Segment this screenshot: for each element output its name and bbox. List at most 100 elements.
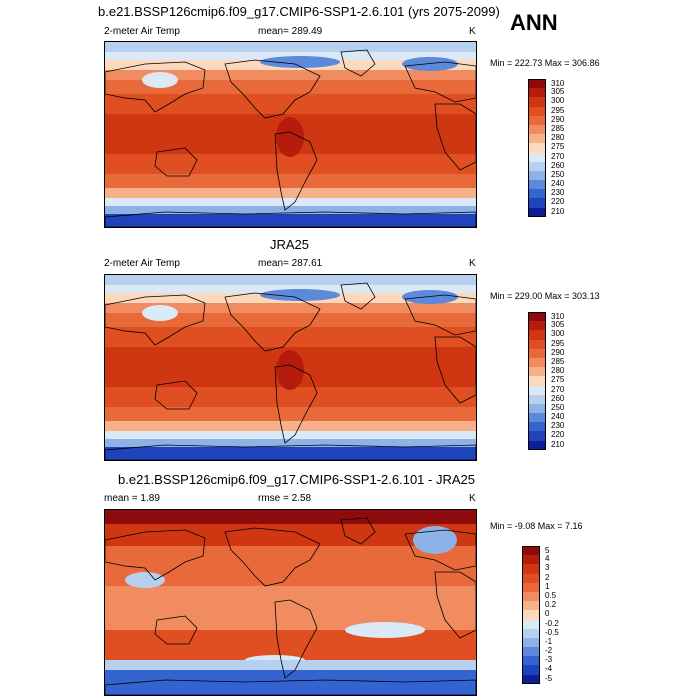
temperature-band [105,198,476,206]
colorbar-swatch: 1 [522,582,549,592]
coastline [154,147,198,177]
colorbar-label: 310 [551,312,565,321]
colorbar-swatch: 250 [528,170,564,181]
colorbar-label: 210 [551,439,565,449]
colorbar-swatch: 295 [528,106,564,116]
panel-1-minmax: Min = 222.73 Max = 306.86 [490,58,600,68]
season-label: ANN [510,10,558,35]
coastline [105,294,206,346]
colorbar-swatch: 210 [528,440,564,450]
colorbar-label: -1 [545,636,553,646]
panel-3-map-field [105,510,476,695]
panel-3-colorbar: 5 4 3 2 1 0.5 0.2 0 -0.2 -0.5 -1 -2 -3 -4 -5 [522,546,559,684]
coastline [404,529,476,571]
temperature-band [105,431,476,439]
colorbar-label: 300 [551,96,565,106]
colorbar-label: 5 [545,546,550,555]
temperature-band [105,275,476,285]
coastline [105,61,206,113]
colorbar-swatch: 310 [528,312,564,322]
negative-anomaly [125,572,165,588]
panel-2-left-label: 2-meter Air Temp [104,258,180,269]
coastline [274,131,318,211]
colorbar-swatch: -4 [522,665,552,675]
colorbar-swatch: 220 [528,431,564,441]
colorbar-swatch: 300 [528,97,564,107]
colorbar-swatch: 275 [528,143,564,153]
temperature-band [105,206,476,214]
colorbar-label: -0.5 [545,627,559,637]
negative-anomaly [345,622,425,638]
colorbar-swatch: -1 [522,637,552,648]
difference-band [105,510,476,524]
colorbar-swatch: 290 [528,348,564,358]
colorbar-label: -5 [545,673,553,683]
colorbar-label: 0.5 [545,590,557,600]
colorbar-swatch: 285 [528,124,564,135]
colorbar-swatch: 295 [528,339,564,349]
colorbar-label: 230 [551,421,565,431]
colorbar-swatch: 260 [528,394,564,404]
colorbar-swatch: 230 [528,422,564,432]
colorbar-label: 270 [551,384,565,394]
coastline [340,49,376,77]
colorbar-label: 240 [551,179,565,189]
temperature-band [105,188,476,198]
colorbar-swatch: 305 [528,88,564,98]
temperature-band [105,421,476,431]
colorbar-swatch: 0 [522,610,549,620]
coastline [224,527,321,587]
panel-2-map [104,274,477,461]
colorbar-swatch: 210 [528,207,564,217]
temperature-band [105,327,476,347]
panel-1-title: b.e21.BSSP126cmip6.f09_g17.CMIP6-SSP1-2.… [98,4,500,19]
colorbar-label: 220 [551,430,565,440]
colorbar-label: 295 [551,338,565,348]
colorbar-swatch: -2 [522,647,552,657]
colorbar-label: -0.2 [545,618,559,628]
panel-3-map [104,509,477,696]
panel-3-rmse-label: rmse = 2.58 [258,493,312,504]
coastline [224,59,321,119]
temperature-band [105,94,476,114]
coastline [434,571,476,639]
coastline [154,615,198,645]
temperature-band [105,214,476,227]
panel-1-map-field [105,42,476,227]
temperature-band [105,52,476,60]
colorbar-label: 290 [551,114,565,124]
colorbar-swatch: -0.5 [522,628,559,638]
colorbar-label: 250 [551,169,565,179]
cold-region [260,289,340,301]
colorbar-swatch: 305 [528,321,564,331]
colorbar-label: 230 [551,188,565,198]
colorbar-label: 305 [551,87,565,97]
colorbar-label: 300 [551,329,565,339]
panel-2-title: JRA25 [270,237,310,252]
coastline [340,517,376,545]
coastline [105,529,206,581]
colorbar-swatch: 0.2 [522,601,556,611]
panel-3-units: K [469,493,476,504]
colorbar-swatch: 260 [528,161,564,171]
colorbar-label: 0.2 [545,600,557,610]
colorbar-swatch: -0.2 [522,619,559,629]
colorbar-label: 260 [551,160,565,170]
panel-2-colorbar: 310 305 300 295 290 285 280 275 270 260 250 240 230 2… [528,312,564,450]
panel-2-minmax: Min = 229.00 Max = 303.13 [490,291,600,301]
coastline [434,336,476,404]
coastline [105,679,476,695]
cold-region [402,290,458,304]
colorbar-label: 310 [551,79,565,88]
panel-1-map [104,41,477,228]
coastline [274,599,318,679]
negative-anomaly [413,526,457,554]
colorbar-label: 240 [551,412,565,422]
temperature-band [105,313,476,327]
colorbar-swatch: 230 [528,189,564,199]
colorbar-label: 260 [551,393,565,403]
negative-band [105,670,476,695]
colorbar-label: 2 [545,572,550,582]
temperature-band [105,303,476,313]
temperature-band [105,42,476,52]
